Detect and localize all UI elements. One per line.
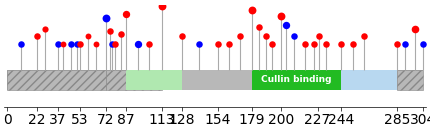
Point xyxy=(179,35,186,37)
Bar xyxy=(252,70,341,90)
Point xyxy=(84,35,91,37)
Point xyxy=(302,43,309,45)
Point xyxy=(283,24,289,26)
Point xyxy=(225,43,232,45)
Point xyxy=(338,43,344,45)
Point xyxy=(412,28,418,30)
Bar xyxy=(162,70,252,90)
Point xyxy=(17,43,24,45)
Point xyxy=(361,35,368,37)
Point xyxy=(393,43,400,45)
Point xyxy=(135,43,142,45)
Text: Cullin binding: Cullin binding xyxy=(261,75,332,85)
Point xyxy=(249,9,255,11)
Point xyxy=(74,43,80,45)
Point xyxy=(310,43,317,45)
Point xyxy=(34,35,40,37)
Bar xyxy=(341,70,397,90)
Point xyxy=(277,15,284,17)
Point xyxy=(92,43,99,45)
Point xyxy=(214,43,221,45)
Point xyxy=(68,43,75,45)
Point xyxy=(269,43,276,45)
Point xyxy=(106,29,113,32)
Point xyxy=(291,35,298,37)
Bar xyxy=(7,70,423,90)
Point xyxy=(195,43,202,45)
Point xyxy=(117,33,124,35)
Point xyxy=(420,43,427,45)
Bar xyxy=(126,70,182,90)
Point xyxy=(402,43,408,45)
Bar xyxy=(105,70,162,90)
Point xyxy=(109,43,116,45)
Point xyxy=(255,26,262,28)
Point xyxy=(262,35,269,37)
Point xyxy=(322,43,329,45)
Point xyxy=(42,28,49,30)
Point xyxy=(158,5,165,7)
Point xyxy=(236,35,243,37)
Bar xyxy=(397,70,423,90)
Point xyxy=(102,17,109,20)
Point xyxy=(60,43,67,45)
Bar xyxy=(7,70,105,90)
Point xyxy=(76,43,83,45)
Point xyxy=(146,43,153,45)
Point xyxy=(316,35,322,37)
Point xyxy=(112,43,119,45)
Point xyxy=(54,43,61,45)
Point xyxy=(350,43,356,45)
Point xyxy=(123,13,129,15)
